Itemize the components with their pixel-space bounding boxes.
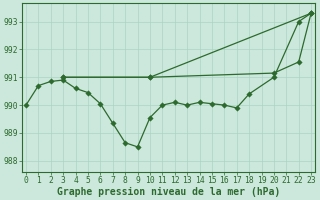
X-axis label: Graphe pression niveau de la mer (hPa): Graphe pression niveau de la mer (hPa) [57,186,280,197]
